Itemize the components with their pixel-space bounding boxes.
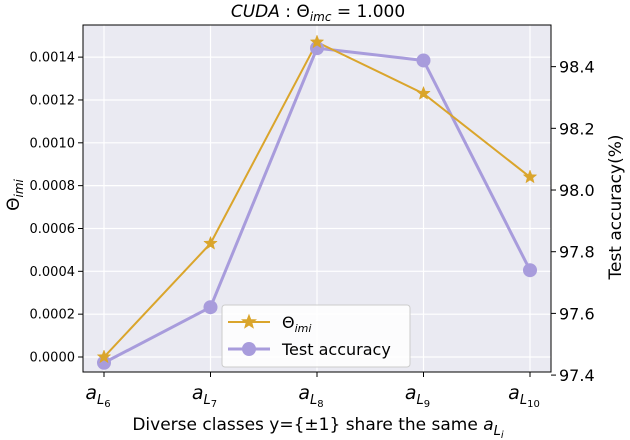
grid	[83, 25, 551, 372]
x-axis-label: Diverse classes y={±1} share the same aL…	[132, 415, 504, 440]
legend-label-test-accuracy: Test accuracy	[281, 340, 391, 359]
y-right-tick-label: 97.4	[559, 366, 595, 385]
y-right-tick-label: 98.4	[559, 58, 595, 77]
x-tick-label: aL9	[405, 382, 430, 410]
legend-label-theta-imi: Θimi	[282, 313, 311, 335]
y-left-tick-label: 0.0014	[30, 51, 76, 66]
legend: Θimi Test accuracy	[221, 304, 411, 368]
y-right-tick-label: 97.8	[559, 243, 595, 262]
theta-imi-point	[309, 34, 325, 49]
legend-marker-circle-icon	[242, 342, 256, 356]
x-tick-label: aL8	[298, 382, 323, 410]
theta-imi-point	[522, 169, 538, 184]
y-left-tick-label: 0.0008	[30, 179, 76, 194]
y-left-tick-label: 0.0000	[30, 351, 76, 366]
y-right-tick-label: 98.0	[559, 181, 595, 200]
theta-imi-point	[96, 349, 112, 364]
x-tick-label: aL7	[192, 382, 217, 410]
test-accuracy-point	[523, 263, 537, 278]
y-left-axis-label: Θimi	[4, 178, 26, 210]
y-left-tick-label: 0.0012	[30, 93, 76, 108]
test-accuracy-point	[203, 300, 218, 315]
y-left-tick-label: 0.0010	[30, 136, 76, 151]
y-left-tick-label: 0.0006	[30, 222, 76, 237]
x-tick-label: aL6	[85, 382, 110, 410]
theta-imi-point	[416, 85, 431, 100]
chart-title: CUDA : Θimc = 1.000	[231, 2, 405, 24]
legend-marker-star-icon	[241, 313, 257, 329]
axes-layer: 0.0000 0.0002 0.0004 0.0006 0.0008 0.0010 0.00…	[30, 24, 595, 410]
series-layer	[96, 34, 538, 370]
y-right-axis-label: Test accuracy(%)	[606, 135, 626, 281]
legend-box	[221, 304, 411, 368]
theta-imi-point	[203, 235, 218, 250]
test-accuracy-point	[416, 53, 431, 68]
y-left-tick-label: 0.0002	[30, 308, 76, 323]
y-left-tick-label: 0.0004	[30, 265, 76, 280]
x-tick-label: aL10	[508, 382, 540, 410]
y-right-tick-label: 97.6	[559, 304, 595, 323]
y-right-tick-label: 98.2	[559, 119, 595, 138]
test-accuracy-point	[97, 355, 111, 370]
